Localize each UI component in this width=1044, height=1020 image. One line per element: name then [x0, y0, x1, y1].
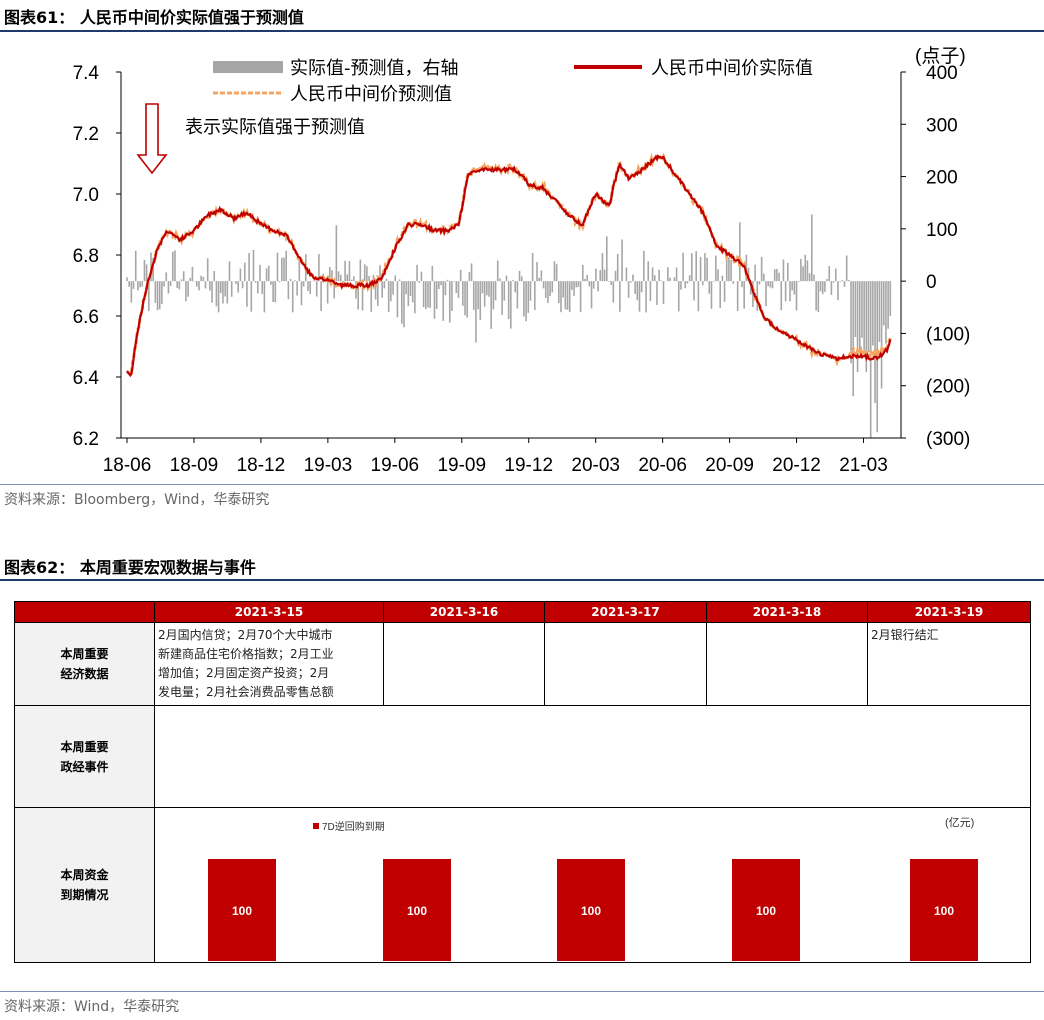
- econ-cell-0317: [544, 622, 707, 706]
- chart-axes: [116, 71, 906, 443]
- right-tick-label: 300: [926, 115, 958, 136]
- figure62-bottom-rule: [0, 991, 1044, 992]
- macro-calendar-table: 2021-3-15 2021-3-16 2021-3-17 2021-3-18 …: [14, 601, 1031, 963]
- legend-label-repo: 7D逆回购到期: [322, 820, 385, 833]
- econ-cell-0318: [706, 622, 868, 706]
- legend-label-actual: 人民币中间价实际值: [651, 58, 813, 79]
- legend-swatch-repo: [313, 823, 319, 829]
- down-arrow-icon: [136, 103, 168, 175]
- header-corner: [14, 601, 155, 623]
- policy-row-label: 本周重要 政经事件: [14, 705, 155, 808]
- date-header: 2021-3-17: [544, 601, 707, 623]
- x-tick-label: 18-12: [237, 455, 286, 476]
- calendar-header-row: 2021-3-15 2021-3-16 2021-3-17 2021-3-18 …: [14, 601, 1031, 623]
- x-tick-label: 20-06: [638, 455, 687, 476]
- legend-swatch-diff: [213, 61, 283, 73]
- x-tick-label: 19-09: [437, 455, 486, 476]
- chart-labels: 6.2 6.4 6.6 6.8 7.0 7.2 7.4 (300) (200) (100) 0 100…: [73, 45, 971, 476]
- policy-cell: [154, 705, 1031, 808]
- repo-bar-label: 100: [934, 904, 954, 918]
- fund-maturity-row: 本周资金 到期情况 7D逆回购到期 (亿元) 100 100 100 100 100: [14, 807, 1031, 963]
- actual-line: [126, 154, 892, 378]
- right-axis-unit: (点子): [915, 45, 966, 67]
- arrow-annotation: 表示实际值强于预测值: [185, 117, 365, 138]
- econ-cell-0315: 2月国内信贷；2月70个大中城市 新建商品住宅价格指数；2月工业 增加值；2月固定…: [154, 622, 384, 706]
- right-tick-label: 100: [926, 220, 958, 241]
- repo-maturity-chart: 7D逆回购到期 (亿元) 100 100 100 100 100: [208, 816, 978, 961]
- x-tick-label: 19-03: [304, 455, 353, 476]
- forecast-line-series: [126, 152, 892, 377]
- right-tick-label: (100): [926, 324, 970, 345]
- actual-line-series: [126, 154, 892, 378]
- left-tick-label: 7.0: [73, 185, 99, 206]
- econ-row-label: 本周重要 经济数据: [14, 622, 155, 706]
- forecast-line: [126, 152, 892, 377]
- x-tick-label: 19-12: [504, 455, 553, 476]
- figure62-source: 资料来源：Wind，华泰研究: [4, 999, 180, 1015]
- repo-bar: [383, 859, 451, 961]
- date-header: 2021-3-18: [706, 601, 868, 623]
- diff-bar-series: [126, 214, 892, 438]
- econ-cell-0319: 2月银行结汇: [867, 622, 1031, 706]
- repo-bar: [732, 859, 800, 961]
- x-tick-label: 20-03: [571, 455, 620, 476]
- x-tick-label: 21-03: [839, 455, 888, 476]
- figure62-title-rule: [0, 579, 1044, 581]
- left-tick-label: 6.4: [73, 368, 100, 389]
- rmb-fixing-chart: 6.2 6.4 6.6 6.8 7.0 7.2 7.4 (300) (200) (100) 0 100…: [73, 45, 971, 476]
- fund-chart-unit: (亿元): [945, 816, 974, 829]
- policy-event-row: 本周重要 政经事件: [14, 705, 1031, 808]
- left-tick-label: 6.8: [73, 246, 99, 267]
- x-tick-label: 20-09: [705, 455, 754, 476]
- left-tick-label: 6.2: [73, 429, 99, 450]
- x-tick-label: 18-06: [103, 455, 152, 476]
- repo-bar: [910, 859, 978, 961]
- econ-data-row: 本周重要 经济数据 2月国内信贷；2月70个大中城市 新建商品住宅价格指数；2月工业…: [14, 622, 1031, 706]
- repo-bar: [208, 859, 276, 961]
- legend-label-diff: 实际值-预测值，右轴: [290, 58, 459, 79]
- date-header: 2021-3-19: [867, 601, 1031, 623]
- left-tick-label: 7.2: [73, 124, 99, 145]
- left-tick-label: 7.4: [73, 63, 100, 84]
- fund-row-label: 本周资金 到期情况: [14, 807, 155, 963]
- date-header: 2021-3-15: [154, 601, 384, 623]
- repo-bar-label: 100: [756, 904, 776, 918]
- econ-cell-0316: [383, 622, 545, 706]
- x-tick-label: 19-06: [371, 455, 420, 476]
- repo-bar-label: 100: [407, 904, 427, 918]
- repo-bar-label: 100: [232, 904, 252, 918]
- date-header: 2021-3-16: [383, 601, 545, 623]
- repo-bar-label: 100: [581, 904, 601, 918]
- right-tick-label: 0: [926, 272, 937, 293]
- figure61-source: 资料来源：Bloomberg，Wind，华泰研究: [4, 492, 270, 508]
- right-tick-label: (200): [926, 377, 970, 398]
- x-tick-label: 18-09: [170, 455, 219, 476]
- right-tick-label: (300): [926, 429, 970, 450]
- figure61-bottom-rule: [0, 484, 1044, 485]
- right-tick-label: 200: [926, 168, 958, 189]
- figure61-title: 图表61： 人民币中间价实际值强于预测值: [4, 8, 304, 27]
- fund-chart-cell: 7D逆回购到期 (亿元) 100 100 100 100 100: [154, 807, 1031, 963]
- left-tick-label: 6.6: [73, 307, 99, 328]
- x-tick-label: 20-12: [772, 455, 821, 476]
- legend-label-forecast: 人民币中间价预测值: [290, 84, 452, 105]
- figure62-title: 图表62： 本周重要宏观数据与事件: [4, 558, 256, 577]
- right-tick-label: 400: [926, 63, 958, 84]
- figure61-title-rule: [0, 30, 1044, 32]
- repo-bar: [557, 859, 625, 961]
